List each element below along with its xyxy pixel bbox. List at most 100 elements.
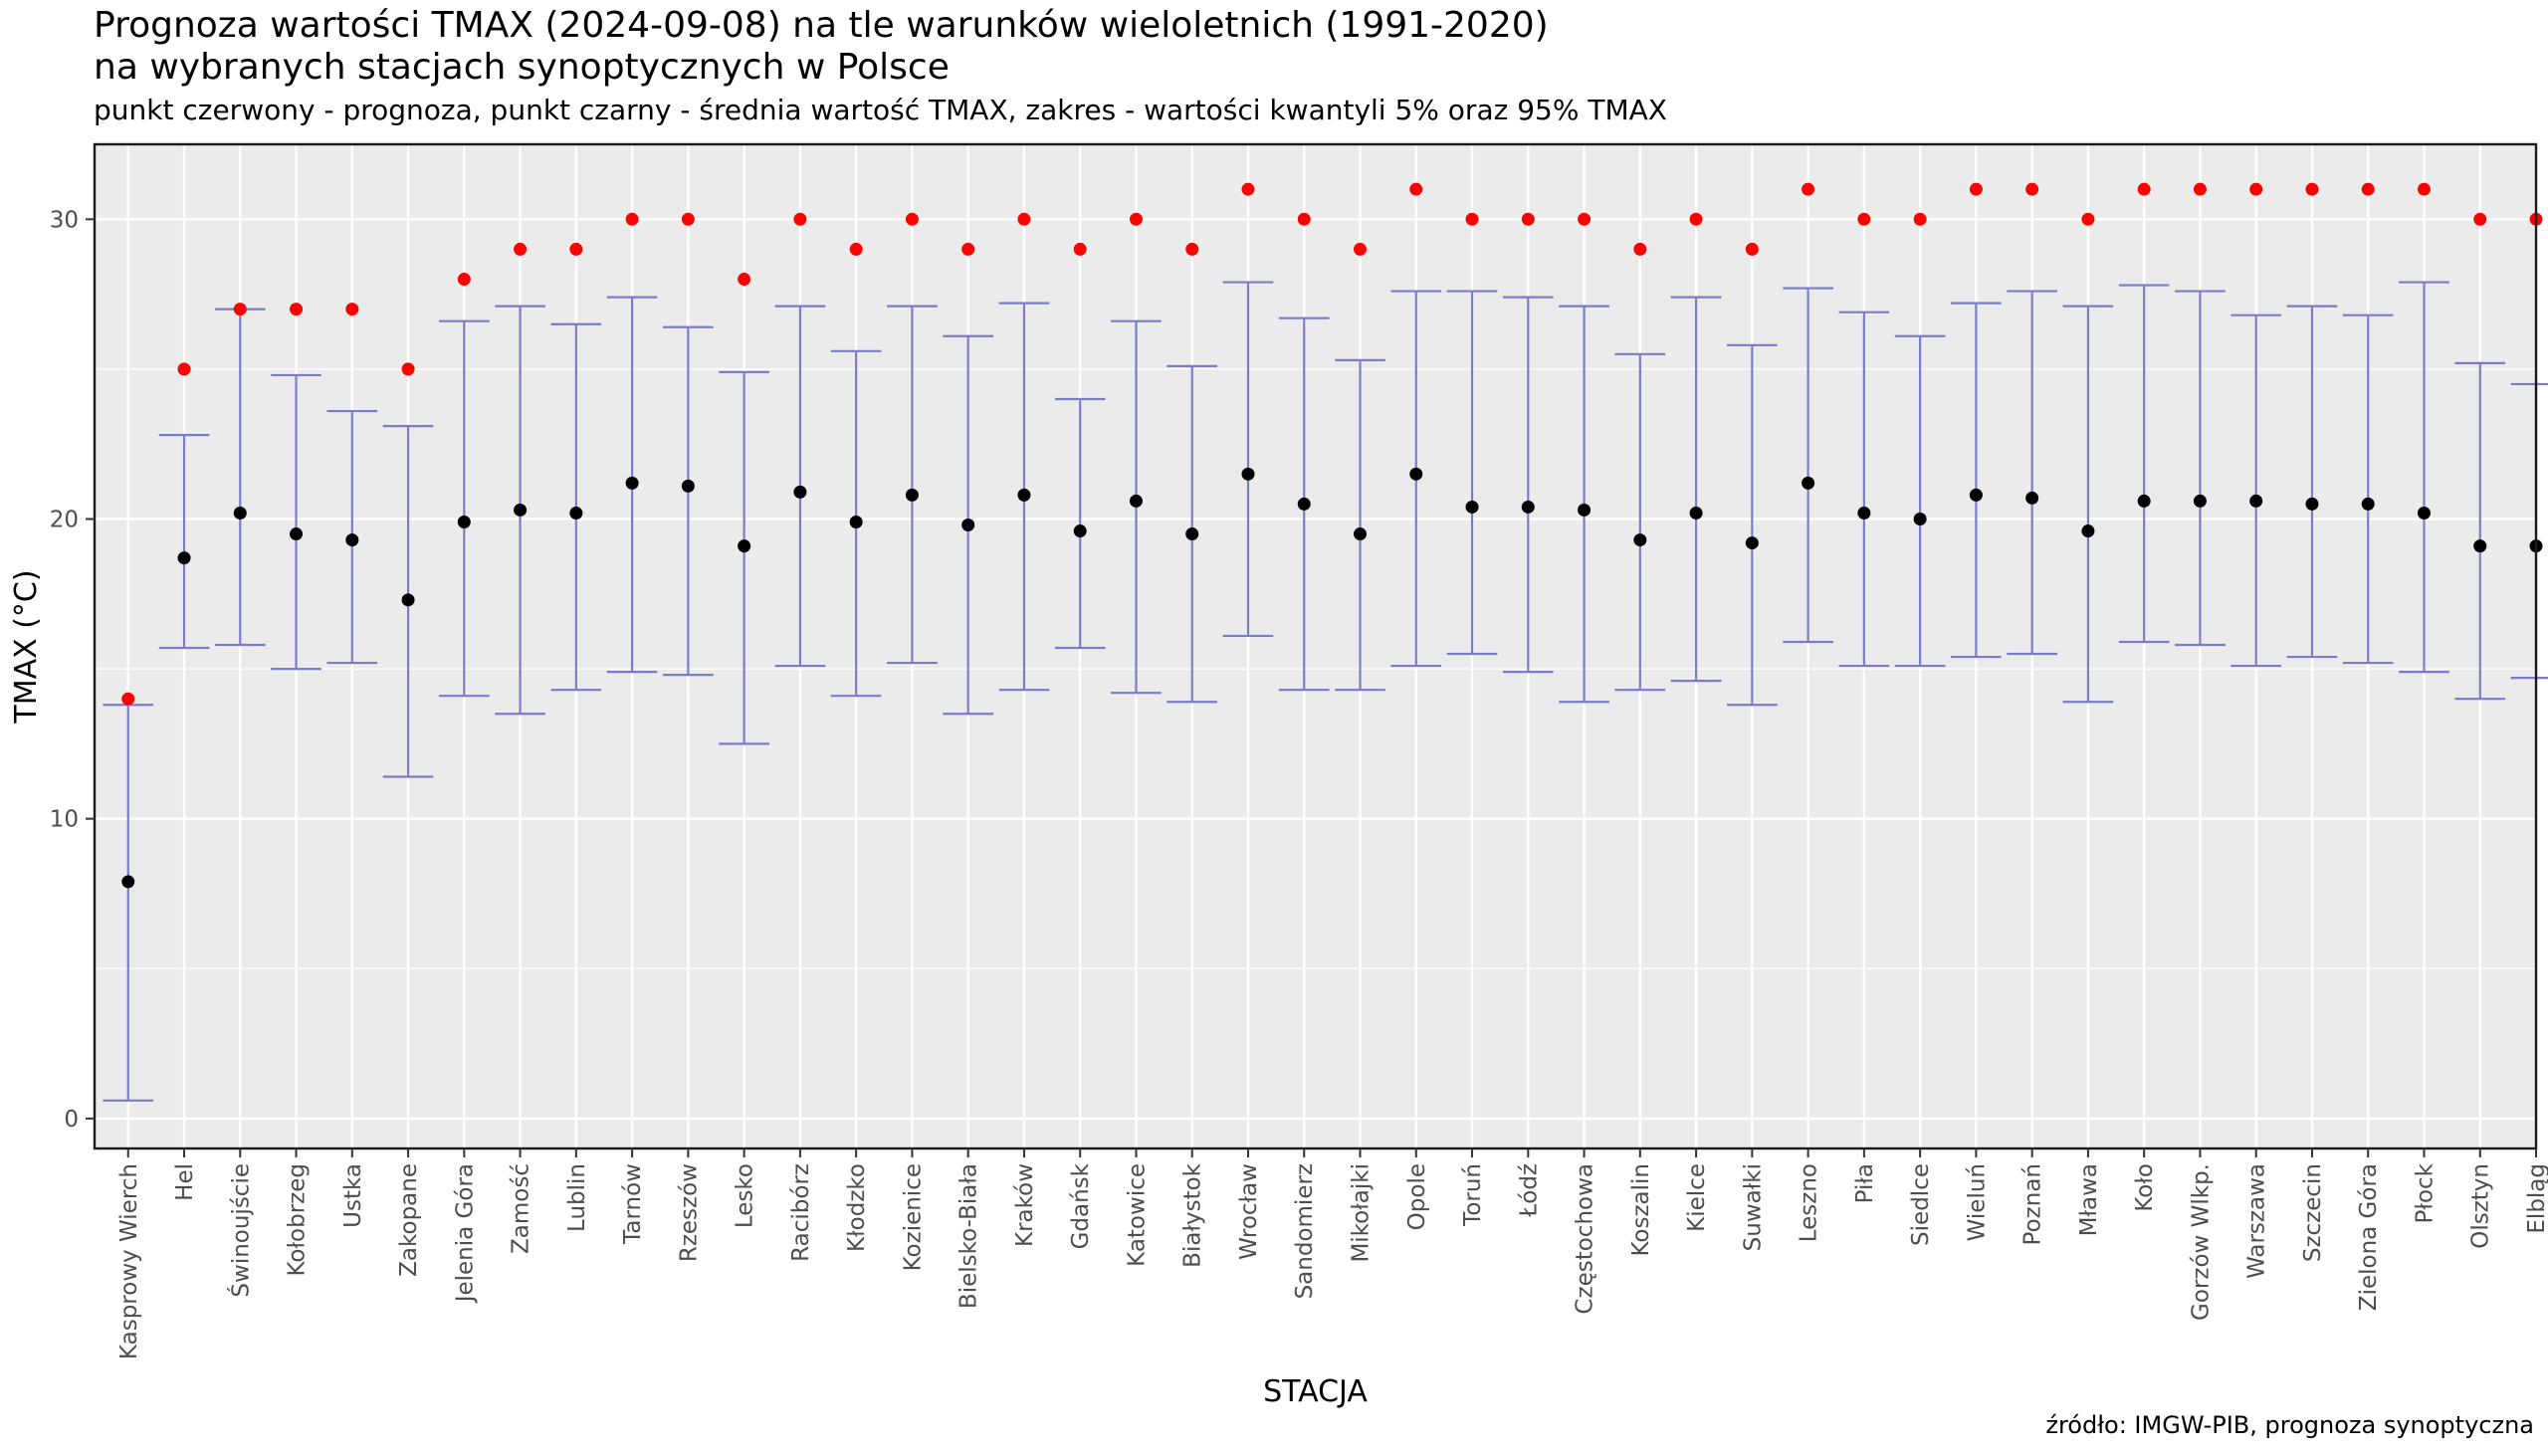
forecast-point [233,303,247,316]
quantile-range [1614,352,1666,692]
mean-point [849,516,863,529]
mean-point [1578,503,1592,517]
forecast-point [1857,212,1871,226]
quantile-range [663,325,714,677]
x-tick-label: Łódź [1516,1163,1542,1218]
x-tick-label: Kozienice [900,1163,926,1271]
forecast-point [1521,212,1535,226]
mean-point [1802,476,1815,490]
quantile-range [887,305,938,665]
mean-point [2361,497,2375,511]
quantile-range [1054,397,1106,650]
x-tick-label: Szczecin [2300,1163,2326,1262]
mean-point [1297,497,1311,511]
plot-panel [95,144,2536,1148]
mean-point [457,516,471,529]
y-tick-label: 20 [50,507,79,532]
x-tick-label: Płock [2412,1162,2438,1223]
forecast-point [961,242,975,256]
forecast-point [457,273,471,287]
forecast-point [625,212,639,226]
x-tick-label: Tarnów [620,1163,646,1245]
forecast-point [514,242,528,256]
x-tick-label: Piła [1852,1163,1878,1203]
quantile-range [2399,281,2449,674]
quantile-range [2062,305,2114,704]
mean-point [1129,494,1143,508]
x-tick-label: Białystok [1180,1162,1206,1267]
quantile-range [1446,290,1498,656]
forecast-point [2417,182,2431,196]
x-tick-label: Jelenia Góra [452,1163,478,1304]
forecast-point [2137,182,2151,196]
mean-point [177,551,191,565]
forecast-point [2361,182,2375,196]
x-tick-label: Koło [2132,1163,2158,1212]
x-tick-label: Racibórz [788,1163,814,1262]
mean-point [2473,539,2487,553]
mean-point [2193,494,2207,508]
x-tick-label: Mława [2076,1163,2102,1236]
x-tick-label: Elbląg [2524,1163,2548,1234]
mean-point [2305,497,2319,511]
mean-point [681,479,695,493]
x-axis: Kasprowy Wierch Hel Świnoujście Kołobrzeg Us… [116,1148,2548,1359]
forecast-point [1017,212,1031,226]
x-tick-label: Toruń [1460,1163,1486,1227]
x-tick-label: Bielsko-Biała [956,1163,982,1309]
x-tick-label: Siedlce [1908,1163,1934,1246]
forecast-point [1578,212,1592,226]
source-caption: źródło: IMGW-PIB, prognoza synoptyczna [2045,1411,2534,1439]
mean-point [793,485,807,499]
mean-point [233,506,247,520]
forecast-point [1354,242,1368,256]
y-axis: 0 10 20 30 [50,207,95,1133]
x-tick-label: Rzeszów [676,1163,702,1262]
quantile-range [2342,313,2394,665]
forecast-point [2193,182,2207,196]
x-tick-label: Olsztyn [2468,1163,2494,1249]
quantile-range [1335,358,1385,692]
quantile-range [1783,287,1833,644]
forecast-point [121,692,135,706]
forecast-point [1802,182,1815,196]
forecast-point [738,273,751,287]
x-tick-label: Opole [1404,1163,1430,1230]
forecast-point [1241,182,1255,196]
quantile-range [1951,302,2002,659]
mean-point [2249,494,2263,508]
forecast-point [2025,182,2039,196]
x-tick-label: Kłodzko [844,1163,870,1252]
quantile-range [1222,281,1274,638]
x-tick-label: Wrocław [1236,1163,1262,1260]
x-tick-label: Ustka [340,1163,366,1228]
x-tick-label: Gdańsk [1068,1162,1094,1249]
forecast-point [1185,242,1199,256]
forecast-point [2473,212,2487,226]
mean-point [1354,527,1368,541]
quantile-range [1727,343,1778,707]
forecast-point [849,242,863,256]
quantile-range [1894,334,1946,668]
quantile-range [2175,290,2226,647]
x-tick-label: Zamość [509,1163,534,1254]
mean-point [2137,494,2151,508]
x-tick-label: Suwałki [1740,1163,1766,1251]
forecast-point [905,212,919,226]
forecast-point [1913,212,1927,226]
x-tick-label: Lesko [733,1163,758,1228]
forecast-point [2305,182,2319,196]
x-tick-label: Koszalin [1628,1163,1654,1257]
mean-point [401,593,415,607]
x-tick-label: Warszawa [2244,1163,2270,1279]
y-tick-label: 10 [50,807,79,833]
forecast-point [1969,182,1983,196]
quantile-range [158,434,210,650]
mean-point [290,527,304,541]
quantile-range [439,319,490,698]
x-tick-label: Mikołajki [1349,1163,1375,1263]
y-axis-title: TMAX (°C) [9,569,44,724]
mean-point [2025,491,2039,505]
forecast-point [1745,242,1759,256]
